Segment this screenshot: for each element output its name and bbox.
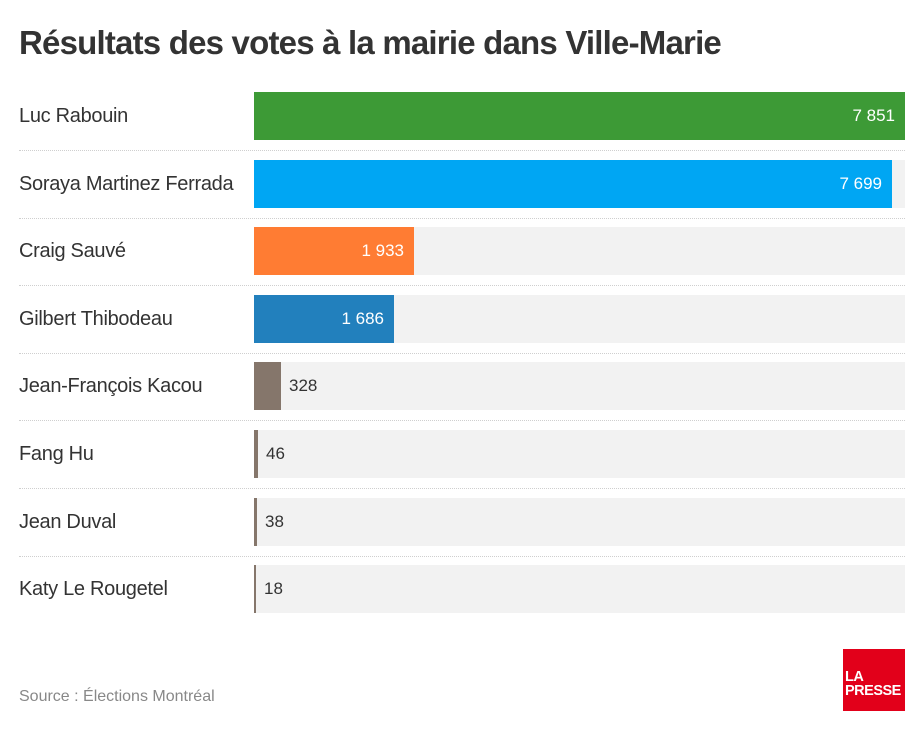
bar-track: 1 933: [254, 227, 905, 275]
bar-track: 7 699: [254, 160, 905, 208]
bar-row: Jean-François Kacou 328: [0, 362, 924, 410]
bar-row: Katy Le Rougetel 18: [0, 565, 924, 613]
bar-row: Fang Hu 46: [0, 430, 924, 478]
category-label: Jean Duval: [19, 511, 117, 533]
bar: [254, 362, 281, 410]
bar-track: 46: [254, 430, 905, 478]
category-label: Luc Rabouin: [19, 105, 129, 127]
logo-line-1: LA: [845, 669, 864, 685]
data-label: 38: [265, 512, 284, 531]
bar-track: 328: [254, 362, 905, 410]
row-separator: [19, 150, 905, 151]
source-note: Source : Élections Montréal: [19, 688, 215, 705]
row-separator: [19, 488, 905, 489]
row-separator: [19, 556, 905, 557]
row-separator: [19, 218, 905, 219]
bar: [254, 92, 905, 140]
row-separator: [19, 353, 905, 354]
category-label: Soraya Martinez Ferrada: [19, 173, 234, 195]
category-label: Craig Sauvé: [19, 240, 126, 262]
data-label: 7 699: [839, 174, 882, 193]
bar: [254, 498, 257, 546]
bar-row: Jean Duval 38: [0, 498, 924, 546]
bar-row: Luc Rabouin 7 851: [0, 92, 924, 140]
category-label: Gilbert Thibodeau: [19, 308, 173, 330]
bar-track: 1 686: [254, 295, 905, 343]
logo-line-2: PRESSE: [845, 683, 901, 699]
bar-track: 18: [254, 565, 905, 613]
bar: [254, 295, 394, 343]
bar: [254, 160, 892, 208]
bar-track: 38: [254, 498, 905, 546]
data-label: 7 851: [852, 106, 895, 125]
row-separator: [19, 420, 905, 421]
chart-title: Résultats des votes à la mairie dans Vil…: [19, 24, 722, 61]
data-label: 1 686: [341, 309, 384, 328]
bar-row: Soraya Martinez Ferrada 7 699: [0, 160, 924, 208]
bar-row: Gilbert Thibodeau 1 686: [0, 295, 924, 343]
bar: [254, 227, 414, 275]
data-label: 46: [266, 444, 285, 463]
row-separator: [19, 285, 905, 286]
data-label: 1 933: [361, 241, 404, 260]
data-label: 328: [289, 376, 318, 395]
category-label: Katy Le Rougetel: [19, 578, 168, 600]
category-label: Fang Hu: [19, 443, 94, 465]
category-label: Jean-François Kacou: [19, 375, 203, 397]
la-presse-logo: LA PRESSE: [843, 649, 905, 711]
bar-track: 7 851: [254, 92, 905, 140]
bar-row: Craig Sauvé 1 933: [0, 227, 924, 275]
bar: [254, 565, 256, 613]
data-label: 18: [264, 579, 283, 598]
bar: [254, 430, 258, 478]
